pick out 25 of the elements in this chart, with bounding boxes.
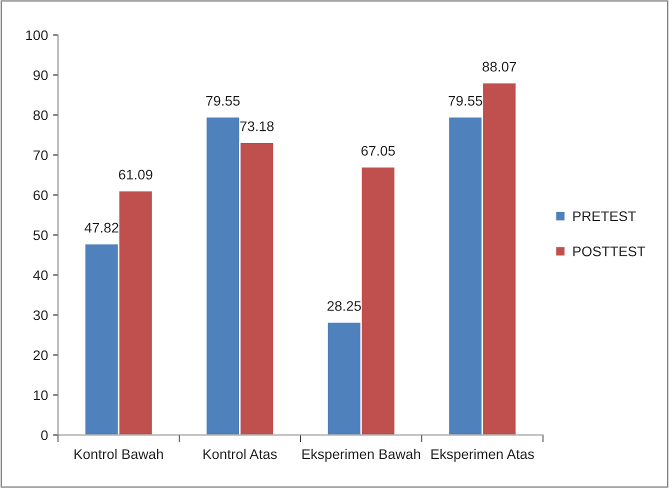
x-tick-label: Eksperimen Bawah: [302, 448, 420, 462]
x-tick-label: Eksperimen Atas: [431, 448, 534, 462]
data-label: 88.07: [482, 62, 516, 72]
y-tick-label: 30: [33, 310, 48, 320]
y-tick-label: 70: [34, 150, 48, 160]
y-tick-label: 60: [34, 190, 48, 200]
legend-label: PRETEST: [573, 211, 636, 222]
y-tick-label: 40: [33, 270, 48, 280]
y-tick-label: 90: [33, 70, 48, 80]
data-label: 79.55: [448, 96, 482, 106]
data-label: 47.82: [84, 222, 118, 233]
y-tick-label: 20: [34, 350, 48, 360]
x-tick-label: Kontrol Bawah: [74, 448, 163, 460]
data-label: 67.05: [361, 146, 395, 156]
data-label: 28.25: [327, 301, 361, 311]
x-tick-label: Kontrol Atas: [204, 448, 277, 460]
y-tick-label: 10: [34, 390, 48, 400]
data-label: 73.18: [240, 121, 274, 132]
y-tick-label: 100: [26, 30, 48, 40]
legend-label: POSTTEST: [573, 246, 646, 256]
data-label: 61.09: [118, 170, 152, 180]
y-tick-label: 50: [33, 230, 48, 240]
y-tick-label: 0: [41, 430, 48, 440]
data-label: 79.55: [206, 96, 240, 106]
y-tick-label: 80: [33, 110, 48, 120]
